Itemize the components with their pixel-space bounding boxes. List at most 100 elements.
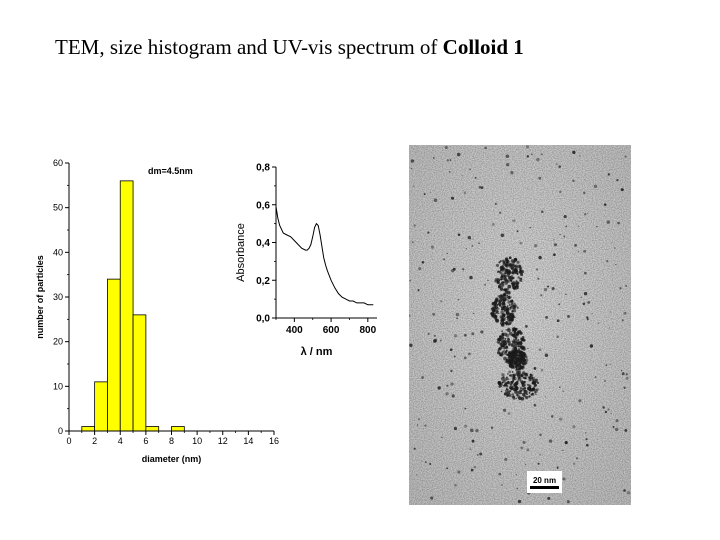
nanoparticle — [517, 377, 522, 381]
nanoparticle — [494, 303, 497, 305]
nanoparticle — [505, 259, 510, 264]
nanoparticle — [518, 351, 521, 354]
x-tick-label: 6 — [143, 436, 148, 446]
nanoparticle — [411, 241, 414, 244]
nanoparticle — [451, 394, 455, 398]
y-tick-label: 10 — [53, 381, 63, 391]
nanoparticle — [514, 286, 518, 290]
nanoparticle — [547, 285, 550, 288]
nanoparticle — [517, 390, 522, 395]
nanoparticle — [500, 233, 505, 238]
nanoparticle — [623, 386, 626, 389]
nanoparticle — [506, 305, 509, 307]
nanoparticle — [511, 354, 514, 356]
histogram-bar — [119, 180, 134, 432]
nanoparticle — [502, 283, 505, 286]
nanoparticle — [586, 316, 589, 319]
nanoparticle — [582, 302, 586, 306]
nanoparticle — [519, 379, 524, 384]
nanoparticle — [514, 265, 517, 268]
histogram-bar — [94, 381, 108, 432]
nanoparticle — [519, 346, 523, 349]
micrograph-grain — [409, 145, 631, 505]
nanoparticle — [500, 310, 504, 315]
nanoparticle — [508, 322, 512, 325]
nanoparticle — [554, 243, 557, 247]
nanoparticle — [502, 293, 506, 297]
nanoparticle — [513, 257, 518, 261]
nanoparticle — [446, 159, 449, 162]
y-tick-label: 40 — [53, 247, 63, 257]
nanoparticle — [503, 383, 508, 387]
nanoparticle — [496, 306, 499, 309]
nanoparticle — [527, 383, 529, 386]
nanoparticle — [522, 362, 525, 366]
nanoparticle — [432, 312, 436, 316]
mean-diameter-annotation: dm=4.5nm — [148, 166, 193, 176]
nanoparticle — [522, 382, 524, 385]
nanoparticle — [562, 390, 565, 392]
nanoparticle — [550, 415, 554, 418]
nanoparticle — [623, 311, 627, 315]
histogram-bar — [107, 278, 121, 432]
y-tick-label: 0 — [58, 426, 63, 436]
nanoparticle — [495, 263, 500, 267]
nanoparticle — [446, 252, 448, 255]
nanoparticle — [520, 365, 524, 369]
nanoparticle — [578, 225, 580, 227]
nanoparticle — [502, 299, 506, 302]
nanoparticle — [496, 312, 498, 315]
nanoparticle — [505, 311, 510, 315]
nanoparticle — [437, 386, 441, 390]
nanoparticle — [518, 367, 521, 370]
nanoparticle — [516, 260, 520, 264]
nanoparticle — [619, 286, 622, 290]
nanoparticle — [608, 327, 611, 329]
nanoparticle — [502, 274, 506, 277]
nanoparticle — [580, 296, 582, 298]
nanoparticle — [504, 457, 508, 461]
nanoparticle — [556, 163, 558, 165]
nanoparticle — [520, 352, 522, 354]
nanoparticle — [492, 306, 495, 310]
nanoparticle — [500, 390, 503, 393]
x-axis-label: diameter (nm) — [142, 454, 202, 464]
nanoparticle — [522, 440, 526, 444]
nanoparticle — [519, 401, 521, 403]
nanoparticle — [522, 365, 525, 368]
nanoparticle — [562, 449, 564, 452]
title-prefix: TEM, size histogram and UV-vis spectrum … — [55, 35, 443, 59]
x-tick-label: 800 — [359, 325, 376, 336]
nanoparticle — [540, 294, 543, 297]
nanoparticle — [538, 255, 542, 260]
nanoparticle — [480, 330, 484, 334]
nanoparticle — [545, 315, 549, 319]
nanoparticle — [509, 315, 512, 319]
nanoparticle — [470, 468, 474, 472]
nanoparticle — [478, 242, 480, 245]
nanoparticle — [484, 283, 487, 286]
nanoparticle — [523, 389, 526, 392]
nanoparticle — [454, 484, 457, 487]
x-tick-label: 16 — [269, 436, 279, 446]
nanoparticle — [620, 370, 623, 372]
nanoparticle — [534, 391, 537, 394]
nanoparticle — [511, 329, 515, 333]
nanoparticle — [516, 306, 519, 309]
histogram-bar — [81, 426, 96, 432]
nanoparticle — [528, 378, 532, 382]
nanoparticle — [505, 333, 510, 338]
nanoparticle — [498, 271, 502, 274]
nanoparticle — [521, 351, 525, 355]
nanoparticle — [503, 392, 507, 396]
nanoparticle — [502, 296, 506, 301]
nanoparticle — [453, 355, 456, 358]
nanoparticle — [500, 305, 505, 309]
nanoparticle — [418, 267, 422, 271]
nanoparticle — [504, 322, 508, 325]
nanoparticle — [505, 329, 508, 331]
nanoparticle — [500, 315, 504, 320]
nanoparticle — [473, 465, 477, 469]
nanoparticle — [538, 348, 542, 352]
nanoparticle — [416, 424, 419, 426]
